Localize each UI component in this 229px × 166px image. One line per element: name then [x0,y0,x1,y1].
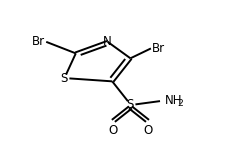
Text: S: S [127,98,134,111]
Text: Br: Br [152,42,165,55]
Text: S: S [61,72,68,84]
Text: O: O [109,124,118,137]
Text: N: N [103,35,112,47]
Text: O: O [143,124,152,137]
Text: Br: Br [32,35,45,48]
Text: NH: NH [165,94,182,107]
Text: 2: 2 [177,99,183,108]
